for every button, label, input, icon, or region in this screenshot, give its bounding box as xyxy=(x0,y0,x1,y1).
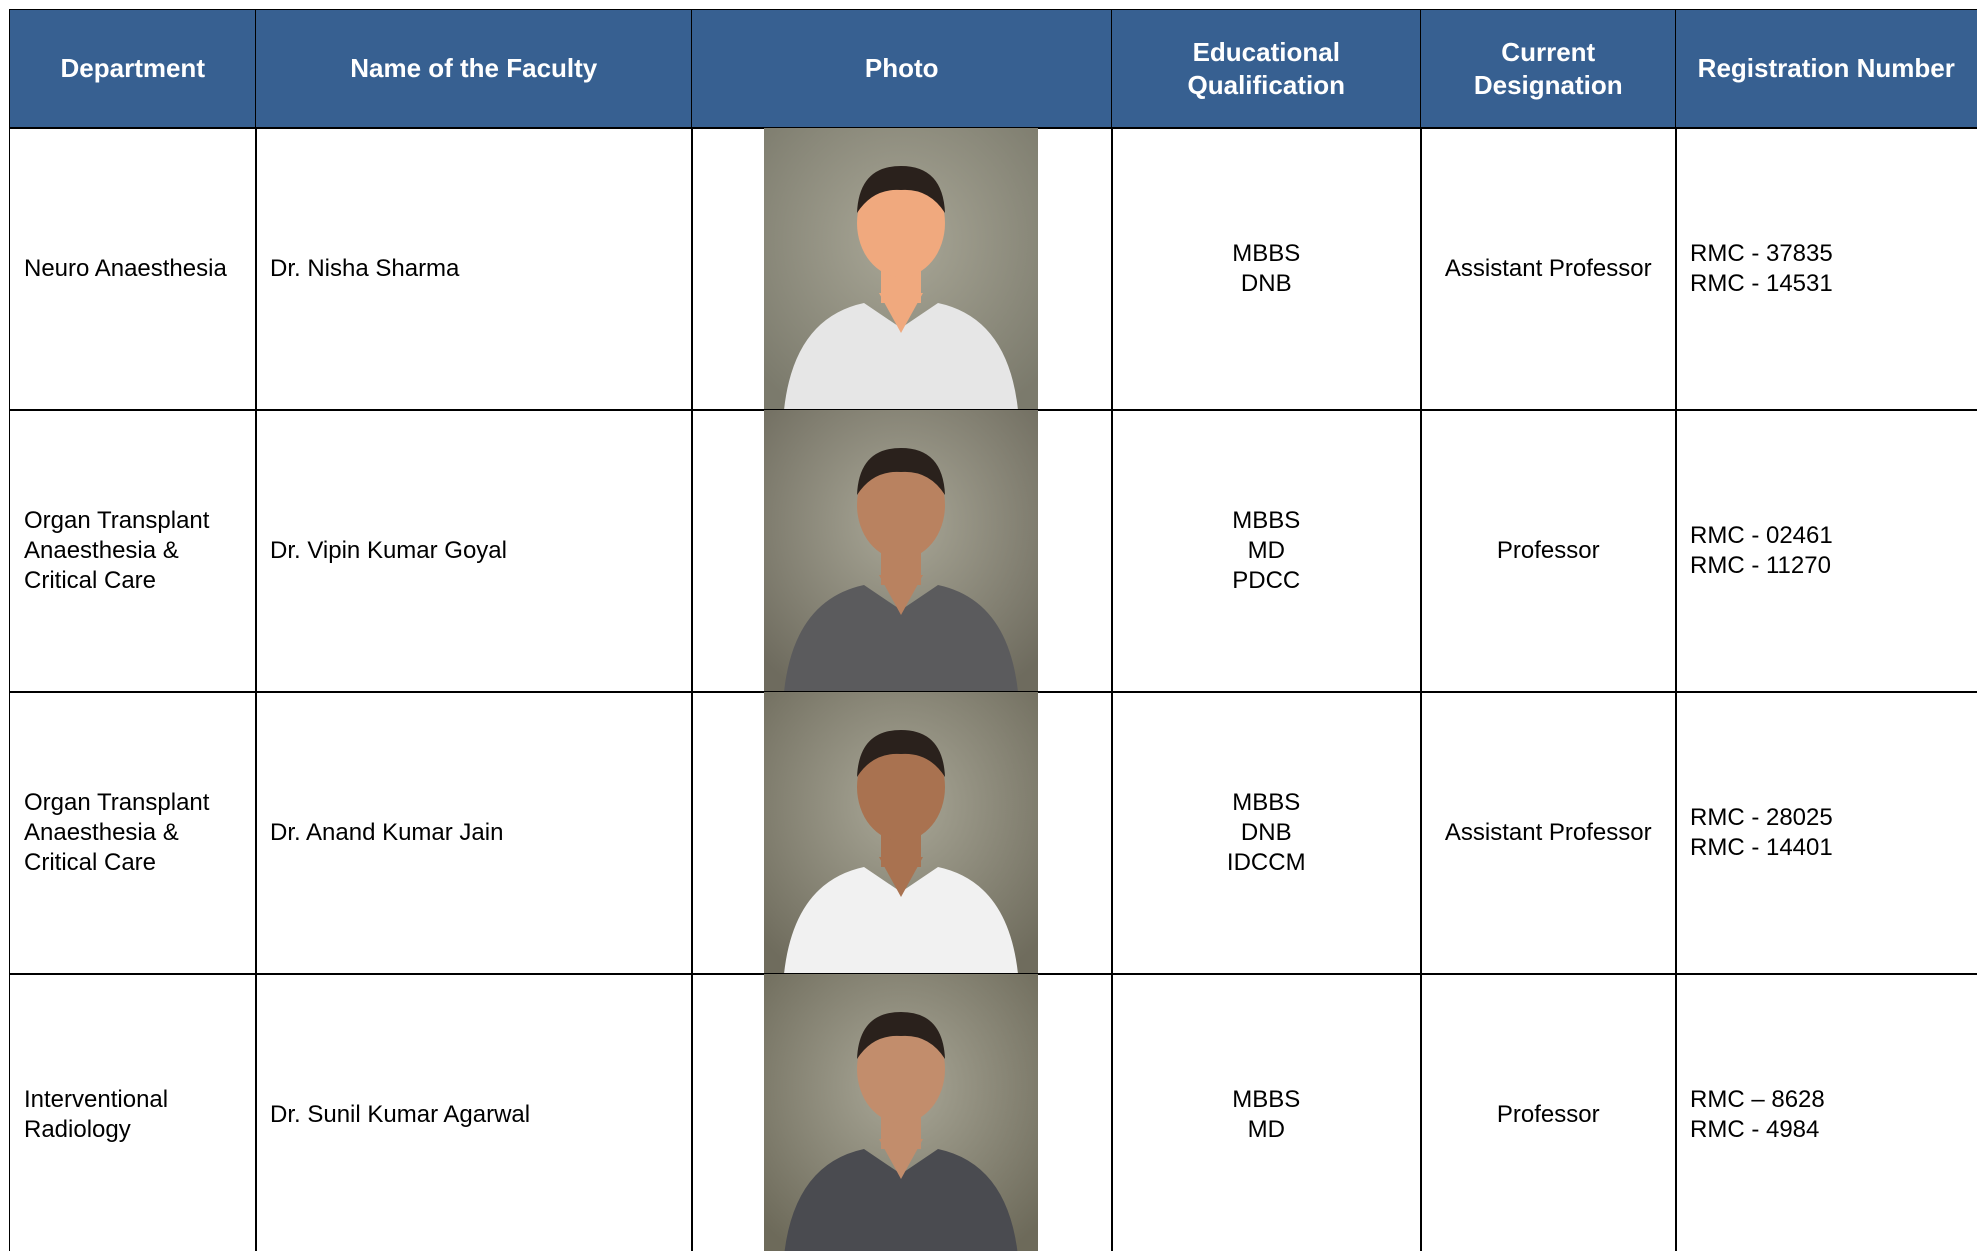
registration-number: RMC - 14531 xyxy=(1690,269,1833,297)
registration-number: RMC – 8628 xyxy=(1690,1085,1825,1113)
designation: Professor xyxy=(1496,1100,1600,1128)
designation: Assistant Professor xyxy=(1444,818,1652,846)
department: Neuro Anaesthesia xyxy=(24,254,227,282)
registration-number: RMC - 11270 xyxy=(1690,551,1831,579)
qualification: PDCC xyxy=(1232,566,1301,594)
designation-cell: Assistant Professor xyxy=(1420,691,1677,975)
qualification-cell: MBBS DNB IDCCM xyxy=(1111,691,1422,975)
designation-cell: Professor xyxy=(1420,409,1677,693)
faculty-photo xyxy=(764,974,1038,1251)
faculty-name: Dr. Nisha Sharma xyxy=(270,254,460,282)
name-cell: Dr. Nisha Sharma xyxy=(255,127,693,411)
registration-number: RMC - 02461 xyxy=(1690,521,1833,549)
registration-cell: RMC - 02461 RMC - 11270 xyxy=(1675,409,1977,693)
header-cell: Department xyxy=(9,9,257,129)
qualification: MBBS xyxy=(1232,1085,1301,1113)
registration-number: RMC - 4984 xyxy=(1690,1115,1820,1143)
faculty-name: Dr. Anand Kumar Jain xyxy=(270,818,504,846)
department: Interventional Radiology xyxy=(24,1085,169,1143)
header-cell: Current Designation xyxy=(1420,9,1677,129)
department-cell: Neuro Anaesthesia xyxy=(9,127,257,411)
qualification: DNB xyxy=(1240,269,1292,297)
registration-number: RMC - 14401 xyxy=(1690,833,1833,861)
name-cell: Dr. Anand Kumar Jain xyxy=(255,691,693,975)
department: Organ Transplant Anaesthesia & Critical … xyxy=(24,788,210,876)
faculty-photo xyxy=(764,692,1038,974)
designation-cell: Professor xyxy=(1420,973,1677,1251)
designation-cell: Assistant Professor xyxy=(1420,127,1677,411)
header-cell: Photo xyxy=(691,9,1113,129)
header-cell: Educational Qualification xyxy=(1111,9,1422,129)
faculty-photo xyxy=(764,128,1038,410)
department-cell: Interventional Radiology xyxy=(9,973,257,1251)
department-cell: Organ Transplant Anaesthesia & Critical … xyxy=(9,409,257,693)
qualification: MBBS xyxy=(1232,788,1301,816)
registration-number: RMC - 37835 xyxy=(1690,239,1833,267)
registration-cell: RMC - 37835 RMC - 14531 xyxy=(1675,127,1977,411)
qualification: DNB xyxy=(1240,818,1292,846)
registration-cell: RMC - 28025 RMC - 14401 xyxy=(1675,691,1977,975)
qualification: IDCCM xyxy=(1226,848,1306,876)
qualification-cell: MBBS MD PDCC xyxy=(1111,409,1422,693)
qualification: MBBS xyxy=(1232,239,1301,267)
faculty-photo xyxy=(764,410,1038,692)
department: Organ Transplant Anaesthesia & Critical … xyxy=(24,506,210,594)
qualification-cell: MBBS MD xyxy=(1111,973,1422,1251)
header-label: Name of the Faculty xyxy=(350,53,598,84)
header-label: Educational Qualification xyxy=(1187,36,1345,100)
qualification: MD xyxy=(1247,536,1285,564)
name-cell: Dr. Vipin Kumar Goyal xyxy=(255,409,693,693)
header-cell: Name of the Faculty xyxy=(255,9,693,129)
header-label: Registration Number xyxy=(1697,53,1955,84)
faculty-name: Dr. Sunil Kumar Agarwal xyxy=(270,1100,531,1128)
header-cell: Registration Number xyxy=(1675,9,1977,129)
qualification: MD xyxy=(1247,1115,1285,1143)
header-label: Department xyxy=(60,53,205,84)
department-cell: Organ Transplant Anaesthesia & Critical … xyxy=(9,691,257,975)
header-label: Current Designation xyxy=(1473,36,1623,100)
faculty-name: Dr. Vipin Kumar Goyal xyxy=(270,536,507,564)
registration-cell: RMC – 8628 RMC - 4984 xyxy=(1675,973,1977,1251)
registration-number: RMC - 28025 xyxy=(1690,803,1833,831)
qualification: MBBS xyxy=(1232,506,1301,534)
qualification-cell: MBBS DNB xyxy=(1111,127,1422,411)
photo-cell xyxy=(691,973,1113,1251)
name-cell: Dr. Sunil Kumar Agarwal xyxy=(255,973,693,1251)
header-label: Photo xyxy=(864,53,939,84)
designation: Assistant Professor xyxy=(1444,254,1652,282)
designation: Professor xyxy=(1496,536,1600,564)
